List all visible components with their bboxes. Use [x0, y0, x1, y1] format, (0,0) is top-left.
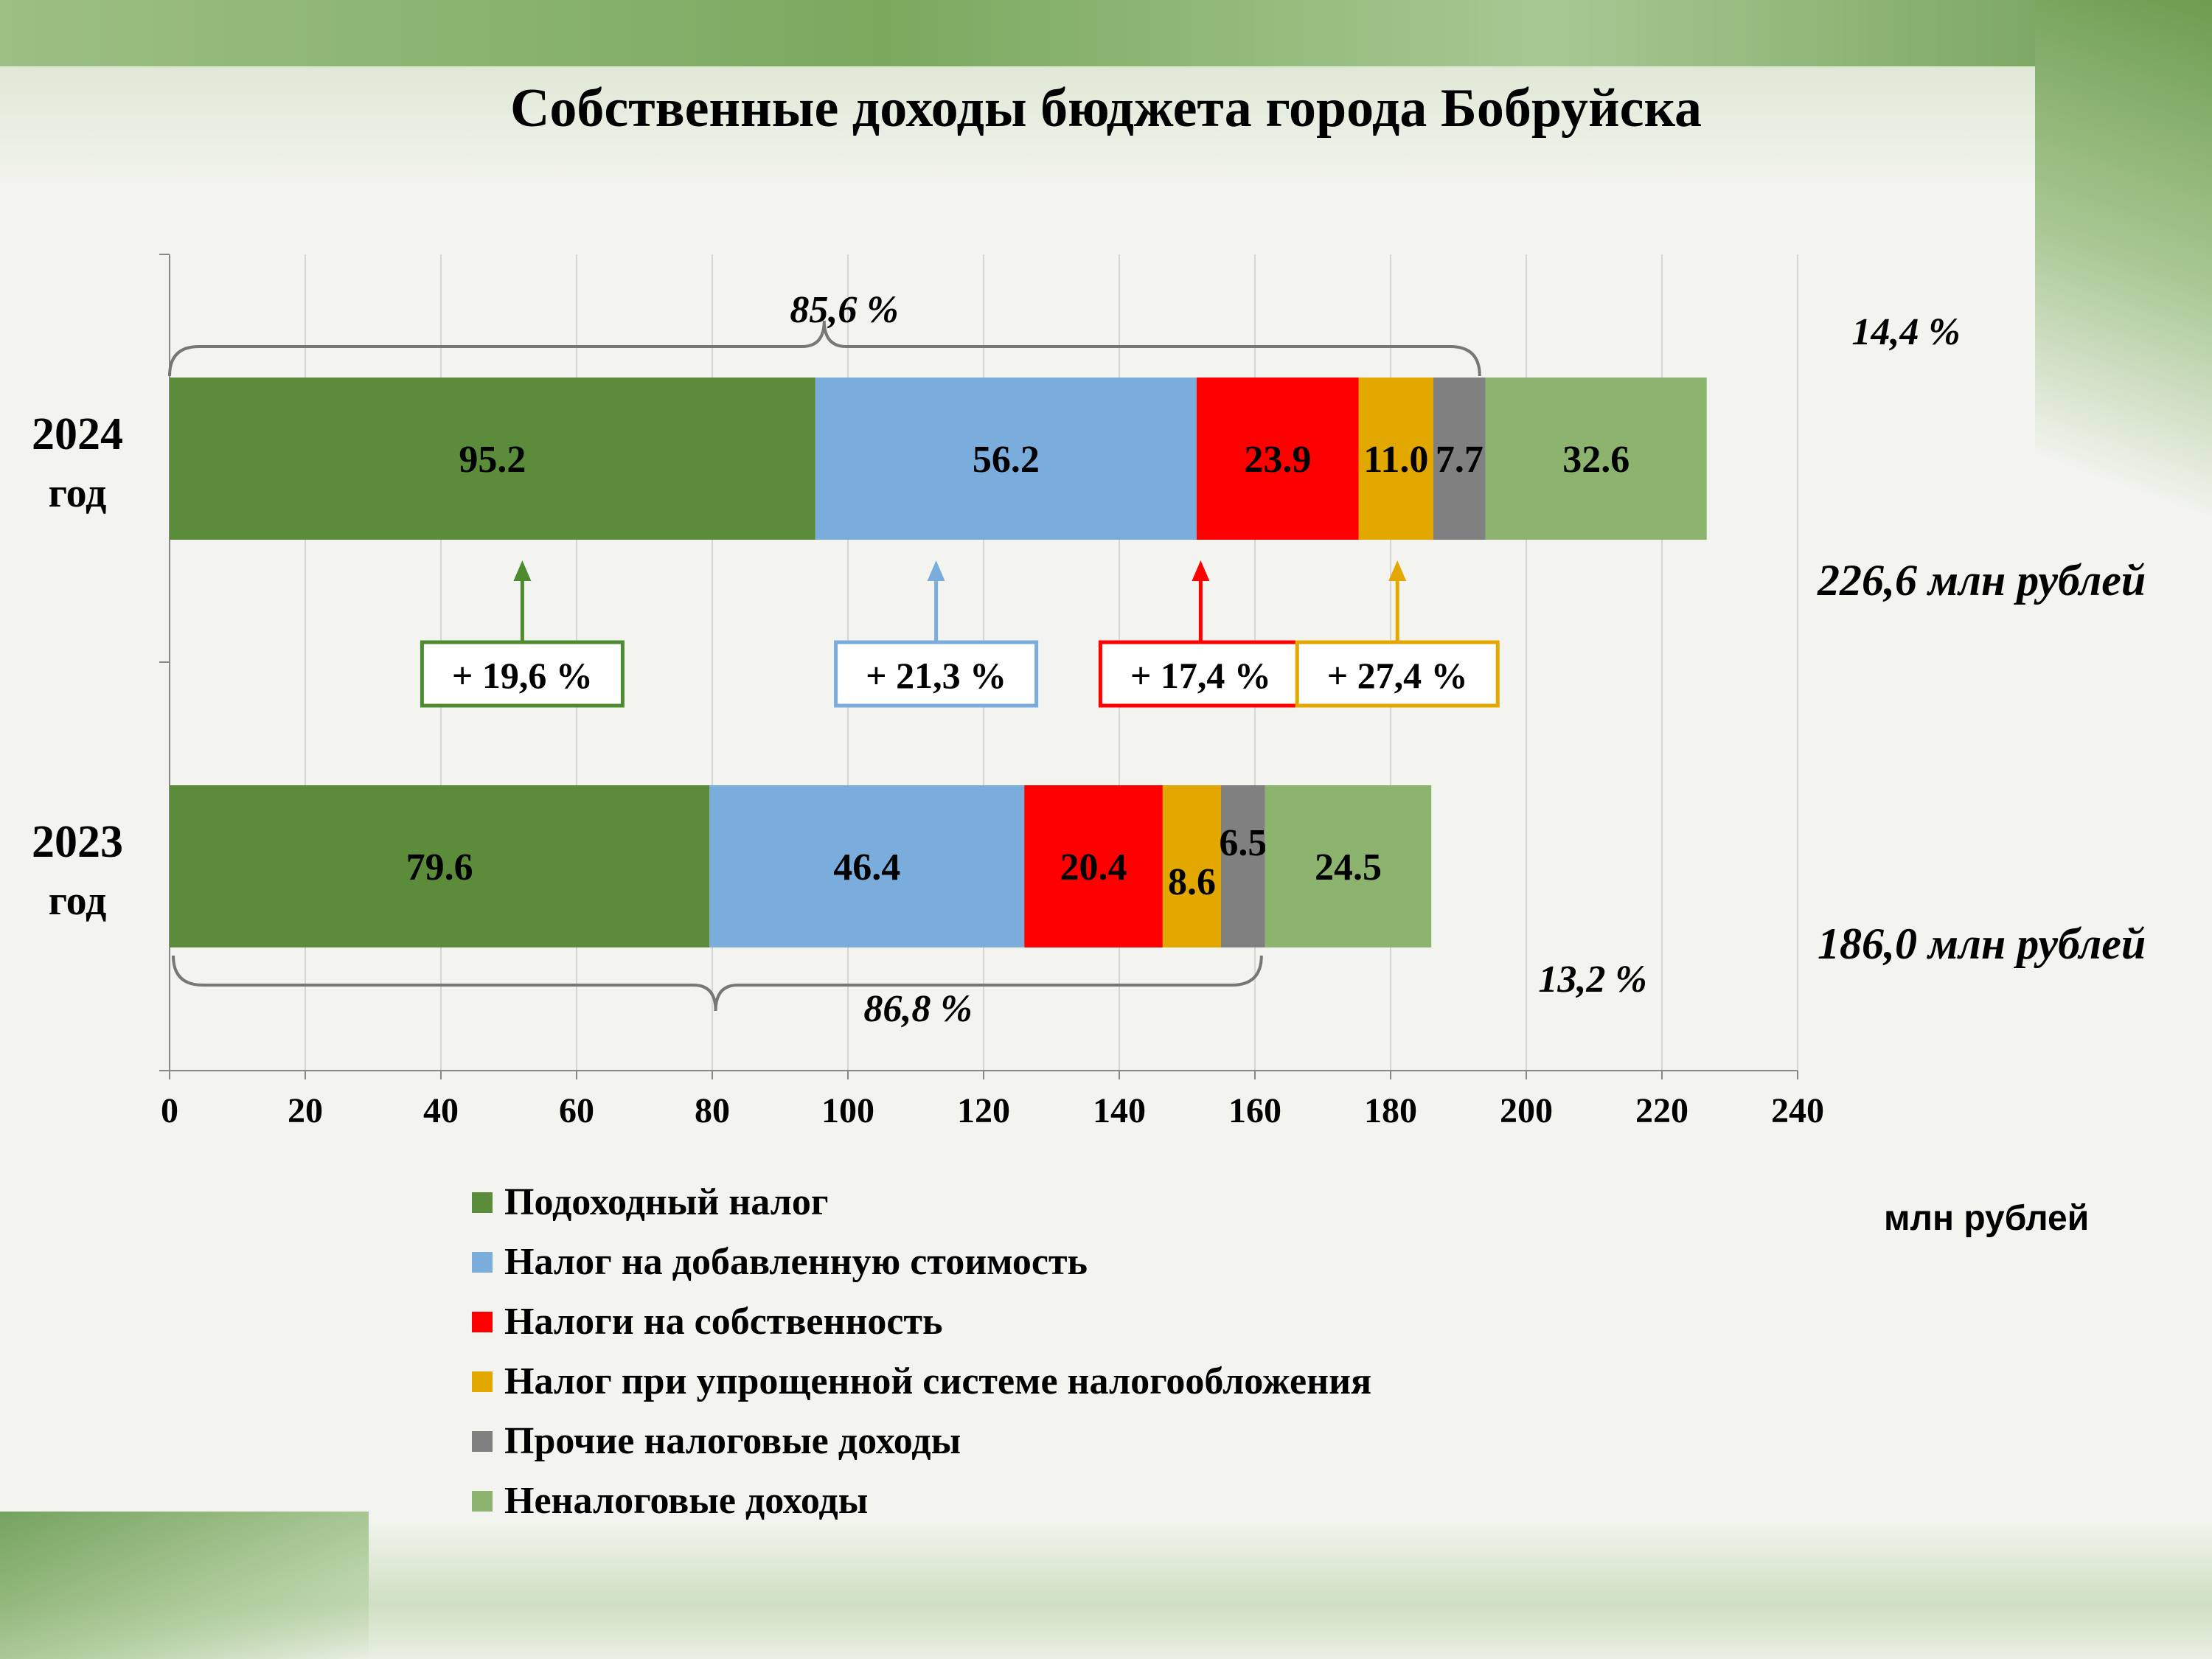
- data-label: 79.6: [406, 846, 473, 888]
- footer-band: [0, 1519, 2212, 1659]
- legend-item: Налог на добавленную стоимость: [472, 1232, 1371, 1292]
- growth-arrow-head: [927, 560, 945, 581]
- legend-label: Налог на добавленную стоимость: [504, 1241, 1088, 1283]
- growth-arrow-head: [1192, 560, 1210, 581]
- data-label: 24.5: [1315, 846, 1382, 888]
- data-label: 56.2: [973, 439, 1040, 481]
- bracket-label: 86,8 %: [863, 988, 972, 1030]
- total-label: 226,6 млн рублей: [1817, 556, 2146, 605]
- x-tick-label: 140: [1093, 1091, 1146, 1130]
- bracket-label: 13,2 %: [1538, 959, 1646, 1001]
- legend-swatch: [472, 1192, 493, 1213]
- x-tick-label: 0: [161, 1091, 178, 1130]
- bracket: [168, 320, 1481, 377]
- bracket: [172, 955, 1263, 1012]
- legend-label: Налог при упрощенной системе налогооблож…: [504, 1360, 1372, 1402]
- growth-label: + 27,4 %: [1327, 655, 1468, 696]
- x-tick-label: 40: [423, 1091, 459, 1130]
- legend-swatch: [472, 1430, 493, 1452]
- growth-label: + 19,6 %: [452, 655, 593, 696]
- data-label: 32.6: [1562, 439, 1630, 481]
- legend: Подоходный налог Налог на добавленную сто…: [472, 1172, 1371, 1531]
- legend-item: Налог при упрощенной системе налогооблож…: [472, 1352, 1371, 1411]
- data-label: 20.4: [1060, 846, 1127, 888]
- data-label: 46.4: [833, 846, 900, 888]
- bracket-label: 14,4 %: [1851, 311, 1960, 353]
- legend-swatch: [472, 1371, 493, 1392]
- legend-swatch: [472, 1490, 493, 1512]
- x-tick-label: 240: [1771, 1091, 1824, 1130]
- x-tick-label: 160: [1228, 1091, 1281, 1130]
- x-tick-label: 60: [559, 1091, 594, 1130]
- bar-segment: [1265, 785, 1432, 947]
- legend-swatch: [472, 1311, 493, 1332]
- x-tick-label: 80: [695, 1091, 730, 1130]
- bar-segment: [1162, 785, 1221, 947]
- legend-swatch: [472, 1251, 493, 1273]
- legend-label: Налоги на собственность: [504, 1301, 943, 1343]
- data-label: 8.6: [1168, 861, 1216, 903]
- data-label: 23.9: [1244, 439, 1311, 481]
- bar-segment: [1433, 378, 1486, 540]
- footer-decoration: [0, 1512, 369, 1659]
- category-label: год: [49, 878, 107, 924]
- growth-box: [1098, 640, 1303, 708]
- x-tick-label: 180: [1364, 1091, 1417, 1130]
- bar-segment: [1024, 785, 1163, 947]
- bar-segment: [1196, 378, 1359, 540]
- bracket-label: 85,6 %: [790, 289, 898, 331]
- total-label: 186,0 млн рублей: [1818, 919, 2146, 968]
- bar-segment: [709, 785, 1025, 947]
- growth-label: + 21,3 %: [866, 655, 1006, 696]
- data-label: 7.7: [1436, 439, 1484, 481]
- bar-segment: [1221, 785, 1265, 947]
- x-tick-label: 120: [957, 1091, 1010, 1130]
- category-label: 2023: [32, 817, 123, 867]
- bar-segment: [815, 378, 1197, 540]
- data-label: 95.2: [459, 439, 526, 481]
- x-tick-label: 20: [288, 1091, 323, 1130]
- data-label: 11.0: [1363, 439, 1428, 481]
- data-label: 6.5: [1219, 822, 1267, 864]
- legend-label: Неналоговые доходы: [504, 1480, 869, 1522]
- growth-box: [1295, 640, 1500, 708]
- x-tick-label: 100: [821, 1091, 874, 1130]
- growth-arrow-head: [1388, 560, 1407, 581]
- x-tick-label: 220: [1635, 1091, 1688, 1130]
- legend-item: Неналоговые доходы: [472, 1471, 1371, 1531]
- bar-segment: [1358, 378, 1433, 540]
- x-tick-label: 200: [1500, 1091, 1553, 1130]
- category-label: год: [49, 470, 107, 516]
- header-fade: [0, 66, 2212, 192]
- x-axis-unit-label: млн рублей: [1884, 1199, 2090, 1238]
- category-label: 2024: [32, 409, 123, 459]
- legend-item: Налоги на собственность: [472, 1292, 1371, 1352]
- chart-title: Собственные доходы бюджета города Бобруй…: [509, 78, 1703, 139]
- bar-segment: [170, 378, 815, 540]
- legend-item: Подоходный налог: [472, 1172, 1371, 1232]
- legend-item: Прочие налоговые доходы: [472, 1411, 1371, 1471]
- corner-decoration: [2035, 0, 2212, 516]
- header-band: [0, 0, 2212, 66]
- growth-box: [420, 640, 625, 708]
- legend-label: Прочие налоговые доходы: [504, 1420, 961, 1462]
- bar-segment: [170, 785, 710, 947]
- growth-box: [834, 640, 1039, 708]
- growth-arrow-head: [513, 560, 532, 581]
- growth-label: + 17,4 %: [1130, 655, 1271, 696]
- bar-segment: [1485, 378, 1707, 540]
- legend-label: Подоходный налог: [504, 1181, 829, 1223]
